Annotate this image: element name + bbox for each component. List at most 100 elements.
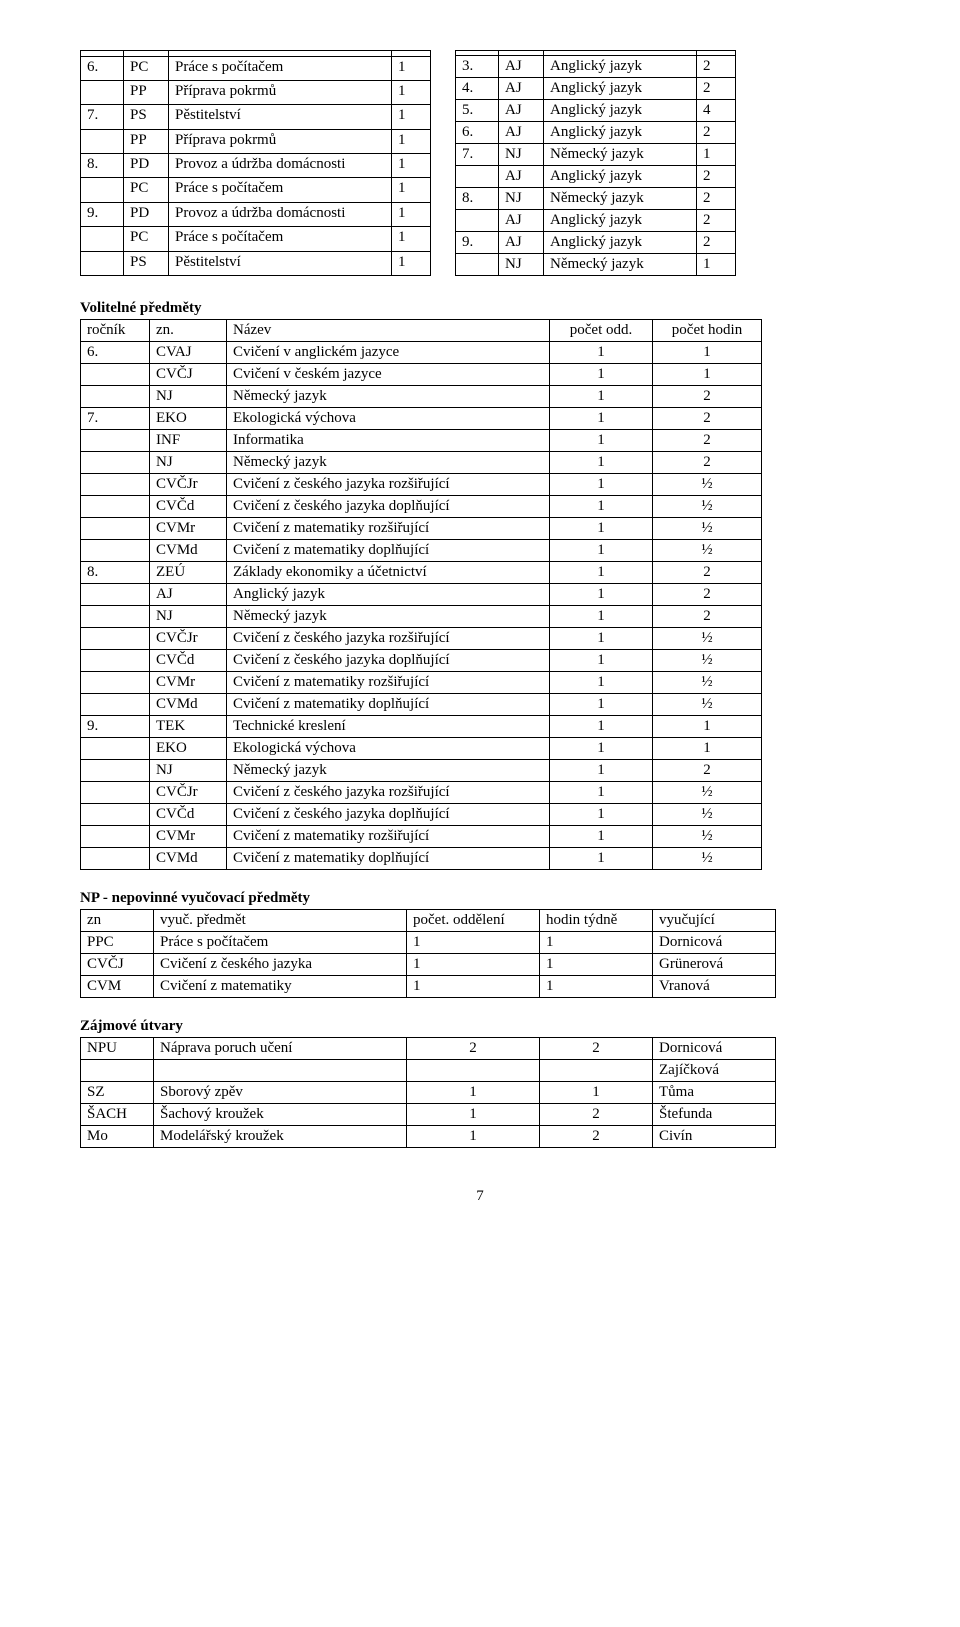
table-cell: 7. <box>81 105 124 129</box>
table-cell: 1 <box>392 227 431 251</box>
table-cell: 1 <box>653 364 762 386</box>
table-cell: Práce s počítačem <box>154 932 407 954</box>
table-cell <box>456 166 499 188</box>
table-cell: 2 <box>653 408 762 430</box>
table-cell: CVČd <box>150 496 227 518</box>
table-row: CVMrCvičení z matematiky rozšiřující1½ <box>81 672 762 694</box>
table-cell: Dornicová <box>653 1038 776 1060</box>
table-cell: 9. <box>81 202 124 226</box>
table-cell <box>540 1060 653 1082</box>
table-cell: Anglický jazyk <box>544 100 697 122</box>
table-cell: CVČd <box>150 804 227 826</box>
table-row: 8.ZEÚZáklady ekonomiky a účetnictví12 <box>81 562 762 584</box>
table-cell: 1 <box>550 518 653 540</box>
col-header: zn. <box>150 320 227 342</box>
table-cell: 2 <box>697 122 736 144</box>
table-row: INFInformatika12 <box>81 430 762 452</box>
table-cell: Cvičení z českého jazyka doplňující <box>227 496 550 518</box>
table-cell: CVMd <box>150 694 227 716</box>
table-cell: Německý jazyk <box>544 144 697 166</box>
table-cell: CVMr <box>150 826 227 848</box>
optional-subjects-heading: Volitelné předměty <box>80 300 880 317</box>
table-cell <box>81 496 150 518</box>
table-cell: 2 <box>653 430 762 452</box>
table-cell: NJ <box>150 452 227 474</box>
table-cell: Grünerová <box>653 954 776 976</box>
table-cell <box>81 540 150 562</box>
table-row: 7.NJNěmecký jazyk1 <box>456 144 736 166</box>
table-row: Zajíčková <box>81 1060 776 1082</box>
table-cell: AJ <box>499 210 544 232</box>
clubs-block: Zájmové útvary NPUNáprava poruch učení22… <box>80 1018 880 1148</box>
table-row: PPPříprava pokrmů1 <box>81 129 431 153</box>
table-row: NJNěmecký jazyk12 <box>81 452 762 474</box>
table-cell: 1 <box>550 848 653 870</box>
table-cell: AJ <box>150 584 227 606</box>
table-cell: Cvičení z matematiky rozšiřující <box>227 826 550 848</box>
table-cell: 1 <box>550 804 653 826</box>
table-row: CVČJrCvičení z českého jazyka rozšiřujíc… <box>81 628 762 650</box>
table-cell: 6. <box>81 342 150 364</box>
table-row: AJAnglický jazyk2 <box>456 210 736 232</box>
col-header: hodin týdně <box>540 910 653 932</box>
table-cell <box>81 584 150 606</box>
table-cell: Cvičení z matematiky <box>154 976 407 998</box>
table-row: 6.AJAnglický jazyk2 <box>456 122 736 144</box>
table-cell <box>81 386 150 408</box>
table-cell <box>407 1060 540 1082</box>
table-cell: Anglický jazyk <box>544 232 697 254</box>
table-cell: Německý jazyk <box>544 188 697 210</box>
table-cell: Cvičení z matematiky doplňující <box>227 694 550 716</box>
table-cell <box>81 227 124 251</box>
table-cell <box>81 452 150 474</box>
clubs-table: NPUNáprava poruch učení22DornicováZajíčk… <box>80 1037 776 1148</box>
table-cell: Náprava poruch učení <box>154 1038 407 1060</box>
table-row: NJNěmecký jazyk1 <box>456 254 736 276</box>
table-row: AJAnglický jazyk2 <box>456 166 736 188</box>
table-row: CVMCvičení z matematiky11Vranová <box>81 976 776 998</box>
col-header: zn <box>81 910 154 932</box>
table-row: 6.CVAJCvičení v anglickém jazyce11 <box>81 342 762 364</box>
table-cell: 2 <box>697 78 736 100</box>
table-cell: Práce s počítačem <box>169 178 392 202</box>
table-cell: Vranová <box>653 976 776 998</box>
table-cell: 1 <box>550 826 653 848</box>
table-cell: 1 <box>550 540 653 562</box>
table-cell: 1 <box>550 452 653 474</box>
table-cell: Zajíčková <box>653 1060 776 1082</box>
table-cell: CVČd <box>150 650 227 672</box>
table-cell: 2 <box>653 760 762 782</box>
table-cell: 9. <box>81 716 150 738</box>
table-cell: NJ <box>150 606 227 628</box>
table-cell <box>81 628 150 650</box>
table-cell: 1 <box>540 954 653 976</box>
table-cell: 1 <box>653 342 762 364</box>
table-cell <box>81 760 150 782</box>
table-row: 7.PSPěstitelství1 <box>81 105 431 129</box>
table-cell: 3. <box>456 56 499 78</box>
table-row: PSPěstitelství1 <box>81 251 431 275</box>
table-cell: 1 <box>697 144 736 166</box>
table-cell: CVMd <box>150 848 227 870</box>
table-row: 9.TEKTechnické kreslení11 <box>81 716 762 738</box>
table-cell: 2 <box>653 386 762 408</box>
table-cell <box>81 782 150 804</box>
table-cell: 1 <box>550 496 653 518</box>
table-cell: Cvičení v anglickém jazyce <box>227 342 550 364</box>
table-cell: 2 <box>697 188 736 210</box>
table-cell: 2 <box>540 1126 653 1148</box>
table-cell: NJ <box>499 144 544 166</box>
table-cell: Anglický jazyk <box>544 56 697 78</box>
table-cell: EKO <box>150 408 227 430</box>
table-cell: Cvičení z českého jazyka doplňující <box>227 804 550 826</box>
table-row: NJNěmecký jazyk12 <box>81 606 762 628</box>
table-cell: 7. <box>81 408 150 430</box>
table-cell: 9. <box>456 232 499 254</box>
table-row: CVMrCvičení z matematiky rozšiřující1½ <box>81 518 762 540</box>
table-cell: 8. <box>81 562 150 584</box>
table-cell <box>81 738 150 760</box>
table-cell: CVAJ <box>150 342 227 364</box>
table-cell: 2 <box>653 452 762 474</box>
table-cell: 8. <box>81 154 124 178</box>
table-cell: CVČJ <box>150 364 227 386</box>
